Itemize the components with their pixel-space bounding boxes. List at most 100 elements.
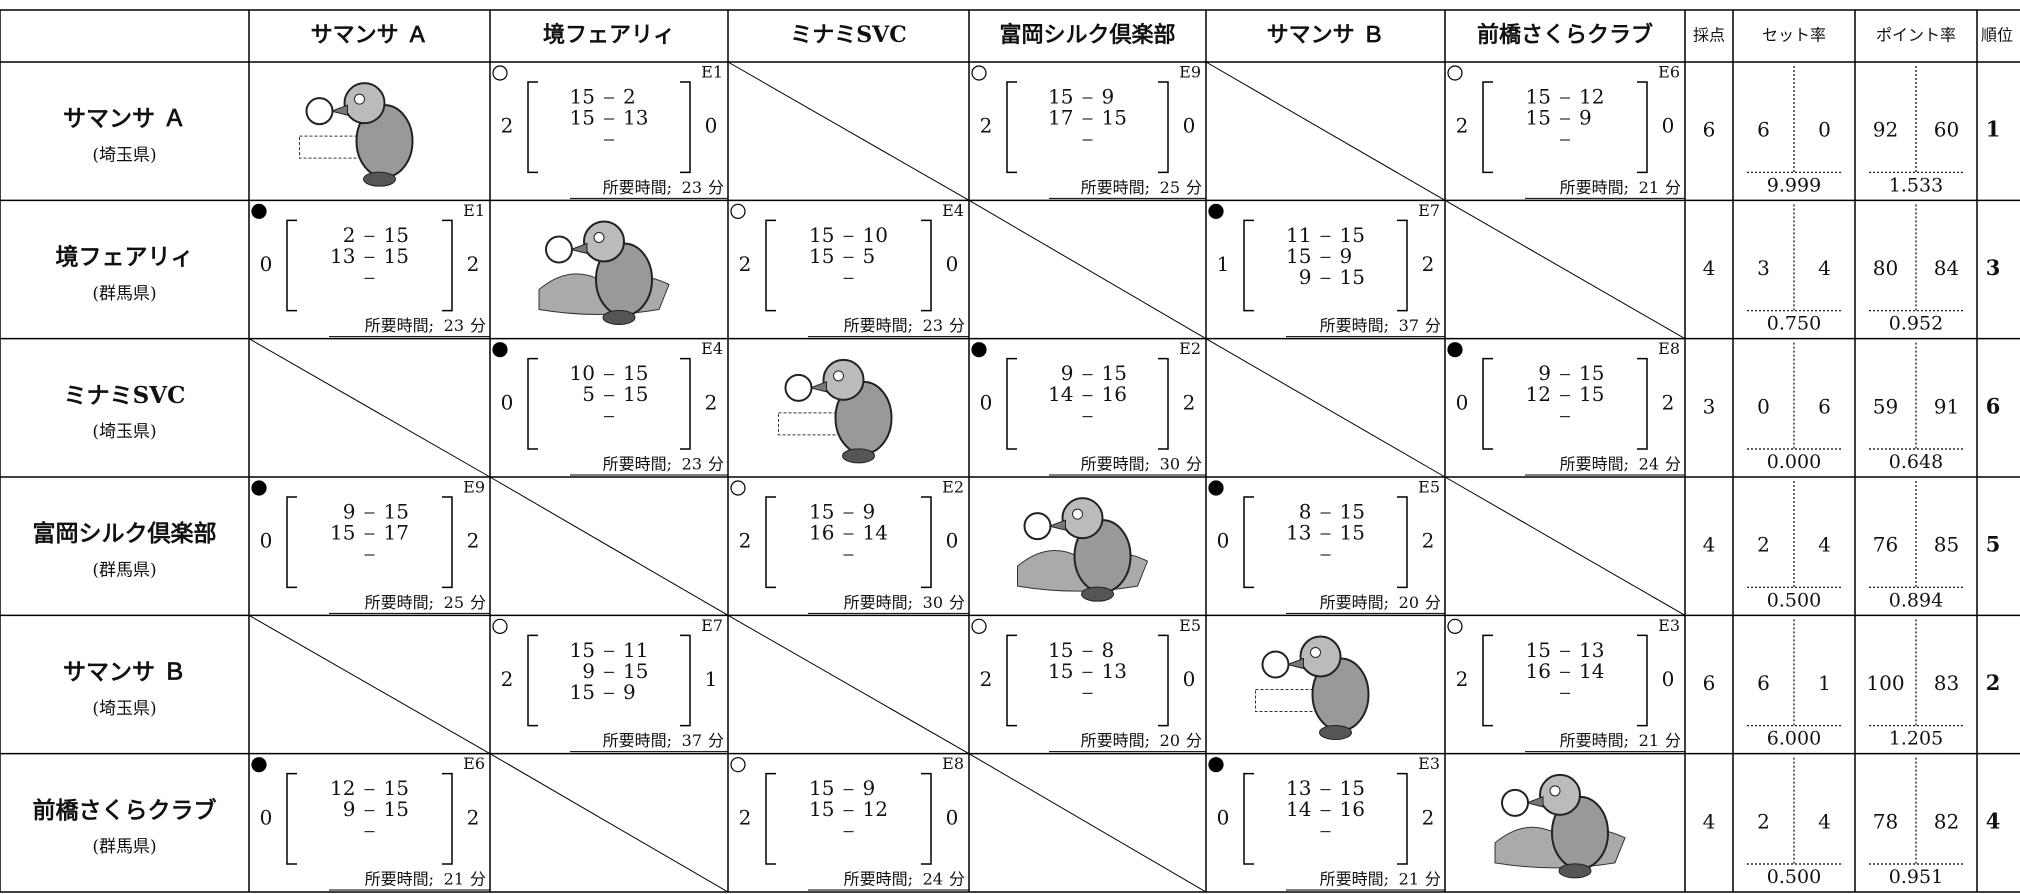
diagonal (1205, 61, 1446, 201)
time-value: 21 (1639, 731, 1659, 750)
sets-left: 2 (739, 529, 752, 553)
set-score: 15 (623, 659, 648, 683)
diagonal (727, 61, 970, 201)
set-score: 15 (623, 361, 648, 385)
set-score: 9 (863, 500, 876, 524)
win-marker (971, 618, 987, 634)
match-id: E7 (1418, 201, 1440, 220)
time-label: 所要時間; (365, 316, 434, 335)
set-score: 9 (1102, 85, 1115, 109)
sets-right: 2 (1422, 805, 1435, 829)
time-unit: 分 (708, 455, 724, 474)
stat: 2 (1757, 809, 1770, 833)
sets-left: 1 (1217, 252, 1230, 276)
set-score: 13 (330, 244, 355, 268)
match-id: E8 (1658, 339, 1680, 358)
rate: 0.500 (1767, 589, 1821, 611)
sets-right: 0 (946, 805, 959, 829)
match-id: E7 (701, 616, 723, 635)
time-label: 所要時間; (844, 316, 913, 335)
diagonal (968, 753, 1207, 893)
rank: 5 (1986, 532, 2001, 557)
team-prefecture: (埼玉県) (92, 699, 156, 719)
mascot (1494, 773, 1626, 879)
rate: 0.648 (1889, 451, 1943, 473)
diagonal (1205, 338, 1446, 478)
beak (1285, 657, 1304, 670)
bracket (286, 219, 453, 312)
set-score: 15 (1526, 85, 1551, 109)
sets-right: 2 (1422, 252, 1435, 276)
match-id: E1 (701, 63, 723, 82)
stat: 0 (1818, 118, 1831, 142)
set-score: 13 (1286, 521, 1311, 545)
set-score: 15 (570, 85, 595, 109)
time-label: 所要時間; (365, 593, 434, 612)
time-unit: 分 (949, 870, 965, 889)
column-header: 採点 (1693, 26, 1725, 45)
win-marker (730, 203, 746, 219)
time-unit: 分 (708, 178, 724, 197)
match-id: E5 (1179, 616, 1201, 635)
time-unit: 分 (470, 593, 486, 612)
set-score: 15 (1286, 244, 1311, 268)
eye (833, 370, 844, 382)
time-label: 所要時間; (844, 870, 913, 889)
beak (808, 381, 827, 393)
stat: 4 (1818, 533, 1831, 557)
stat: 4 (1818, 809, 1831, 833)
time-label: 所要時間; (1320, 316, 1389, 335)
win-marker (730, 480, 746, 496)
time-label: 所要時間; (1320, 870, 1389, 889)
match-id: E2 (1179, 339, 1201, 358)
time-label: 所要時間; (603, 178, 672, 197)
sets-right: 2 (467, 805, 480, 829)
set-score: 9 (1299, 265, 1312, 289)
set-score: 15 (384, 797, 409, 821)
set-score: 15 (809, 797, 834, 821)
time-value: 25 (1160, 178, 1180, 197)
stat: 1 (1818, 671, 1831, 695)
time-value: 21 (1399, 870, 1419, 889)
sets-left: 2 (739, 252, 752, 276)
stat: 100 (1866, 671, 1904, 695)
time-unit: 分 (1186, 731, 1202, 750)
sets-right: 2 (1662, 390, 1675, 414)
column-header: ミナミSVC (790, 22, 906, 48)
sets-left: 0 (1456, 390, 1469, 414)
sets-left: 2 (980, 667, 993, 691)
match-id: E2 (942, 478, 964, 497)
net (1255, 689, 1316, 712)
head (343, 82, 386, 125)
head (583, 220, 625, 263)
set-score: 15 (623, 382, 648, 406)
time-value: 37 (682, 731, 702, 750)
score: 6 (1703, 671, 1716, 695)
time-label: 所要時間; (1560, 455, 1629, 474)
stat: 91 (1934, 394, 1959, 418)
diagonal (1444, 476, 1686, 616)
column-header: 前橋さくらクラブ (1477, 22, 1653, 48)
sets-right: 2 (1422, 529, 1435, 553)
diagonal (248, 614, 491, 755)
set-score: 15 (570, 638, 595, 662)
time-unit: 分 (1186, 455, 1202, 474)
diagonal (727, 614, 970, 755)
team-prefecture: (群馬県) (92, 284, 156, 304)
rate: 1.205 (1889, 728, 1943, 750)
team-name: サマンサ Ｂ (63, 658, 186, 685)
mascot (1017, 497, 1149, 602)
stat: 6 (1757, 671, 1770, 695)
set-score: 10 (570, 361, 595, 385)
time-value: 23 (682, 455, 702, 474)
rank: 2 (1986, 670, 2001, 695)
foot (1081, 586, 1114, 602)
net (299, 135, 360, 159)
set-score: 12 (863, 797, 888, 821)
set-score: 12 (330, 776, 355, 800)
win-marker (730, 757, 746, 773)
set-score: 11 (623, 638, 648, 662)
time-label: 所要時間; (844, 593, 913, 612)
eye (1310, 647, 1321, 658)
set-score: 16 (1340, 797, 1365, 821)
